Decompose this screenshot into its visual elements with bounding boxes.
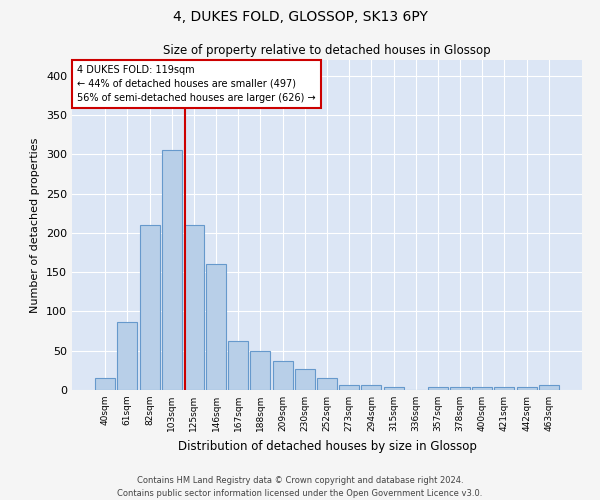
Bar — [95, 378, 115, 390]
Bar — [118, 322, 137, 390]
Text: 4 DUKES FOLD: 119sqm
← 44% of detached houses are smaller (497)
56% of semi-deta: 4 DUKES FOLD: 119sqm ← 44% of detached h… — [77, 65, 316, 103]
Bar — [317, 378, 337, 390]
Bar — [206, 264, 226, 390]
Bar — [295, 369, 315, 390]
Bar — [428, 387, 448, 390]
Title: Size of property relative to detached houses in Glossop: Size of property relative to detached ho… — [163, 44, 491, 58]
Text: 4, DUKES FOLD, GLOSSOP, SK13 6PY: 4, DUKES FOLD, GLOSSOP, SK13 6PY — [173, 10, 427, 24]
Bar — [140, 225, 160, 390]
Bar — [228, 342, 248, 390]
Bar — [272, 361, 293, 390]
Bar — [494, 387, 514, 390]
Bar — [361, 384, 382, 390]
Bar — [539, 384, 559, 390]
X-axis label: Distribution of detached houses by size in Glossop: Distribution of detached houses by size … — [178, 440, 476, 452]
Bar — [450, 387, 470, 390]
Bar — [472, 387, 492, 390]
Bar — [383, 387, 404, 390]
Bar — [184, 225, 204, 390]
Bar — [339, 384, 359, 390]
Text: Contains HM Land Registry data © Crown copyright and database right 2024.
Contai: Contains HM Land Registry data © Crown c… — [118, 476, 482, 498]
Y-axis label: Number of detached properties: Number of detached properties — [31, 138, 40, 312]
Bar — [250, 350, 271, 390]
Bar — [517, 387, 536, 390]
Bar — [162, 150, 182, 390]
